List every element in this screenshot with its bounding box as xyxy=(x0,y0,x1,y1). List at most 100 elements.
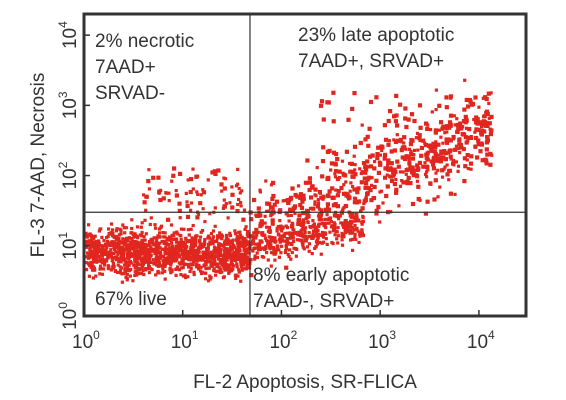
scatter-point xyxy=(139,225,143,229)
scatter-point xyxy=(432,197,437,202)
scatter-point xyxy=(163,248,168,252)
scatter-point xyxy=(331,203,336,208)
scatter-point xyxy=(244,267,248,271)
scatter-point xyxy=(421,164,426,169)
scatter-point xyxy=(130,237,134,241)
scatter-point xyxy=(365,159,370,164)
scatter-point xyxy=(311,206,316,211)
scatter-point xyxy=(228,252,233,256)
scatter-point xyxy=(223,266,227,271)
scatter-point xyxy=(113,247,117,251)
necrotic-marker-2: SRVAD- xyxy=(95,83,165,104)
scatter-point xyxy=(185,214,191,219)
scatter-point xyxy=(334,169,339,174)
scatter-point xyxy=(443,151,448,156)
scatter-point xyxy=(424,166,429,170)
scatter-point xyxy=(245,262,249,267)
scatter-point xyxy=(158,263,162,267)
scatter-point xyxy=(125,278,129,282)
scatter-point xyxy=(229,248,233,252)
scatter-point xyxy=(327,217,332,222)
scatter-points xyxy=(84,78,494,284)
quadrant-label-early-apoptotic: 8% early apoptotic 7AAD-, SRVAD+ xyxy=(253,265,415,312)
scatter-point xyxy=(208,212,212,216)
scatter-point xyxy=(317,233,321,237)
scatter-point xyxy=(356,186,361,191)
scatter-point xyxy=(462,179,467,184)
scatter-point xyxy=(134,250,138,254)
scatter-point xyxy=(204,271,208,275)
scatter-point xyxy=(322,235,326,239)
scatter-point xyxy=(152,261,156,265)
scatter-point xyxy=(109,255,113,259)
scatter-point xyxy=(290,224,295,229)
scatter-point xyxy=(475,155,480,160)
scatter-point xyxy=(360,206,365,211)
scatter-point xyxy=(118,268,123,272)
scatter-point xyxy=(387,167,392,172)
scatter-point xyxy=(429,159,434,164)
scatter-point xyxy=(313,202,317,206)
scatter-point xyxy=(220,257,224,262)
scatter-point xyxy=(263,233,267,237)
scatter-point xyxy=(87,223,91,227)
scatter-point xyxy=(99,227,103,231)
scatter-point xyxy=(349,219,354,224)
scatter-point xyxy=(135,254,139,258)
scatter-point xyxy=(136,262,141,266)
scatter-point xyxy=(394,187,399,192)
scatter-point xyxy=(172,254,177,258)
scatter-point xyxy=(333,172,337,176)
scatter-point xyxy=(465,158,469,162)
scatter-point xyxy=(202,242,206,246)
scatter-point xyxy=(277,255,281,259)
scatter-point xyxy=(133,244,137,248)
x-tick-base: 10 xyxy=(467,332,488,353)
scatter-point xyxy=(265,225,269,229)
scatter-point xyxy=(128,274,132,278)
scatter-point xyxy=(197,254,202,258)
scatter-point xyxy=(315,227,319,232)
scatter-point xyxy=(179,247,183,251)
scatter-point xyxy=(290,250,294,255)
quadrant-label-late-apoptotic: 23% late apoptotic 7AAD+, SRVAD+ xyxy=(298,25,460,72)
scatter-point xyxy=(353,235,357,239)
scatter-point xyxy=(94,253,98,257)
scatter-point xyxy=(484,158,489,163)
scatter-point xyxy=(351,184,355,189)
scatter-point xyxy=(201,188,205,192)
early-apoptotic-percent: 8% early apoptotic xyxy=(253,265,409,286)
scatter-point xyxy=(486,91,491,96)
scatter-point xyxy=(230,267,234,271)
scatter-point xyxy=(448,191,453,196)
scatter-point xyxy=(179,273,183,277)
scatter-point xyxy=(117,259,121,263)
scatter-point xyxy=(214,251,219,255)
scatter-point xyxy=(364,181,369,186)
scatter-point xyxy=(241,256,245,260)
scatter-point xyxy=(326,207,332,212)
scatter-point xyxy=(347,229,351,234)
scatter-point xyxy=(236,255,241,259)
scatter-point xyxy=(214,269,218,273)
scatter-point xyxy=(178,216,182,220)
scatter-point xyxy=(216,234,220,238)
scatter-point xyxy=(388,109,393,114)
scatter-point xyxy=(398,184,403,188)
scatter-point xyxy=(91,241,95,245)
scatter-point xyxy=(228,251,232,255)
scatter-point xyxy=(226,249,230,253)
scatter-point xyxy=(439,120,444,125)
scatter-point xyxy=(347,228,351,232)
scatter-point xyxy=(211,229,216,233)
scatter-point xyxy=(232,243,236,247)
scatter-point xyxy=(105,243,110,247)
scatter-point xyxy=(221,253,225,257)
scatter-point xyxy=(378,220,382,224)
scatter-point xyxy=(185,200,189,204)
scatter-point xyxy=(187,239,191,243)
scatter-point xyxy=(340,238,344,242)
scatter-point xyxy=(232,250,236,255)
scatter-point xyxy=(199,242,203,246)
scatter-point xyxy=(269,264,273,268)
